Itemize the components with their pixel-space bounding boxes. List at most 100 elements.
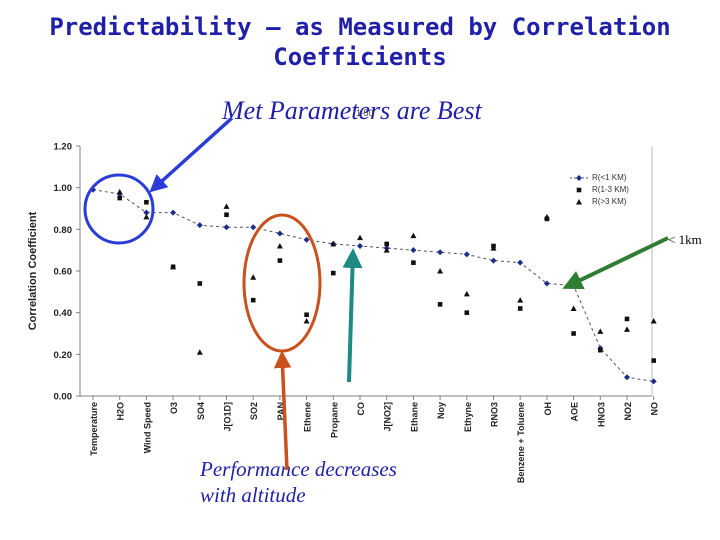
data-point-triangle xyxy=(196,349,203,355)
x-tick-label: J[NO2] xyxy=(383,402,393,432)
data-point-diamond xyxy=(517,259,524,266)
data-point-square xyxy=(624,316,630,322)
annotation-altitude-line-1: Performance decreases xyxy=(200,457,397,481)
x-tick-label: Benzene + Toluene xyxy=(516,402,526,483)
x-tick-label: Noy xyxy=(436,402,446,419)
legend-swatch xyxy=(570,175,588,181)
data-point-diamond xyxy=(410,247,417,254)
y-tick-label: 1.20 xyxy=(54,142,73,153)
y-tick-label: 0.60 xyxy=(54,267,73,278)
x-tick-label: HNO3 xyxy=(596,402,606,427)
annotation-met-parameters: Met Parameters are Best xyxy=(222,96,482,125)
x-tick-label: NO2 xyxy=(623,402,633,421)
x-tick-label: CO xyxy=(356,402,366,416)
data-point-diamond xyxy=(543,280,550,287)
data-point-square xyxy=(571,331,576,336)
data-point-triangle xyxy=(437,268,444,274)
data-point-triangle xyxy=(170,263,177,270)
data-point-triangle xyxy=(303,318,310,324)
x-tick-label: SO4 xyxy=(196,402,206,420)
data-point-triangle xyxy=(570,305,577,311)
data-point-diamond xyxy=(223,224,230,231)
series-line-below-1km xyxy=(92,189,654,382)
blue-arrow xyxy=(149,116,234,193)
x-tick-label: Ethene xyxy=(303,402,313,432)
x-tick-label: AOE xyxy=(570,402,580,422)
y-tick-label: 0.00 xyxy=(54,392,73,403)
annotation-altitude: Performance decreases with altitude xyxy=(200,456,460,508)
legend-swatch xyxy=(576,199,582,205)
data-point-diamond xyxy=(624,374,630,381)
data-point-diamond xyxy=(276,230,283,237)
data-point-diamond xyxy=(170,209,177,216)
x-tick-label: H2O xyxy=(116,402,126,421)
data-point-square xyxy=(144,199,149,205)
data-point-triangle xyxy=(276,243,283,249)
x-tick-label: O3 xyxy=(169,402,179,414)
legend-entry: R(>3 KM) xyxy=(570,196,629,208)
data-point-triangle xyxy=(410,232,417,239)
data-point-triangle xyxy=(357,234,363,241)
legend-label: R(<1 KM) xyxy=(592,173,627,182)
data-point-triangle xyxy=(250,274,257,280)
data-point-square xyxy=(304,312,309,318)
data-point-square xyxy=(197,281,203,286)
legend-marker xyxy=(576,175,582,181)
x-tick-label: Ethane xyxy=(409,402,419,432)
red-arrow xyxy=(273,350,292,471)
x-tick-label: NO xyxy=(650,402,660,416)
legend-label: R(1-3 KM) xyxy=(592,185,629,194)
data-point-triangle xyxy=(517,297,524,303)
y-tick-label: 1.00 xyxy=(54,183,73,194)
data-point-square xyxy=(250,297,256,303)
data-point-square xyxy=(384,241,389,247)
x-tick-label: J[O1D] xyxy=(223,402,233,432)
title-line-2: Coefficients xyxy=(273,43,447,71)
annotation-altitude-line-2: with altitude xyxy=(200,483,306,507)
green-arrow xyxy=(562,236,669,290)
x-tick-label: PAN xyxy=(276,402,286,420)
legend-swatch xyxy=(576,187,582,193)
data-point-square xyxy=(651,358,656,363)
page-title: Predictability – as Measured by Correlat… xyxy=(0,12,720,72)
data-point-diamond xyxy=(303,236,310,243)
title-line-1: Predictability – as Measured by Correlat… xyxy=(49,13,671,41)
data-point-diamond xyxy=(490,257,497,264)
legend-label: R(>3 KM) xyxy=(592,197,627,206)
data-point-square xyxy=(331,270,336,276)
data-point-diamond xyxy=(437,249,444,256)
chart-legend: R(<1 KM) R(1-3 KM) R(>3 KM) xyxy=(570,172,629,208)
teal-arrow xyxy=(342,248,363,383)
data-point-diamond xyxy=(250,224,257,231)
data-point-triangle xyxy=(223,203,230,209)
annotation-below-1km: < 1km xyxy=(668,232,702,247)
data-point-diamond xyxy=(196,222,203,229)
x-tick-label: RNO3 xyxy=(490,402,500,427)
data-point-square xyxy=(437,302,443,307)
x-tick-label: Wind Speed xyxy=(142,402,152,453)
data-point-diamond xyxy=(463,251,470,258)
data-point-triangle xyxy=(490,245,497,251)
data-point-triangle xyxy=(624,326,630,332)
legend-entry: R(<1 KM) xyxy=(570,172,629,184)
x-tick-label: OH xyxy=(543,402,553,416)
y-tick-label: 0.20 xyxy=(54,350,73,361)
x-tick-label: Propane xyxy=(329,402,339,438)
legend-entry: R(1-3 KM) xyxy=(570,184,629,196)
data-point-square xyxy=(598,347,603,353)
data-point-square xyxy=(117,195,122,201)
data-point-square xyxy=(517,306,523,311)
x-tick-label: Temperature xyxy=(89,402,99,456)
y-tick-label: 0.40 xyxy=(54,308,73,319)
data-point-diamond xyxy=(650,378,657,385)
data-point-triangle xyxy=(116,188,123,195)
data-point-square xyxy=(464,310,470,315)
x-tick-label: Ethyne xyxy=(463,402,473,432)
data-point-triangle xyxy=(463,290,470,297)
annotation-small-label: 1 50 xyxy=(356,108,374,118)
y-tick-label: 0.80 xyxy=(54,225,73,236)
y-axis-label: Correlation Coefficient xyxy=(27,211,39,330)
data-point-square xyxy=(277,258,283,263)
data-point-triangle xyxy=(143,213,150,220)
